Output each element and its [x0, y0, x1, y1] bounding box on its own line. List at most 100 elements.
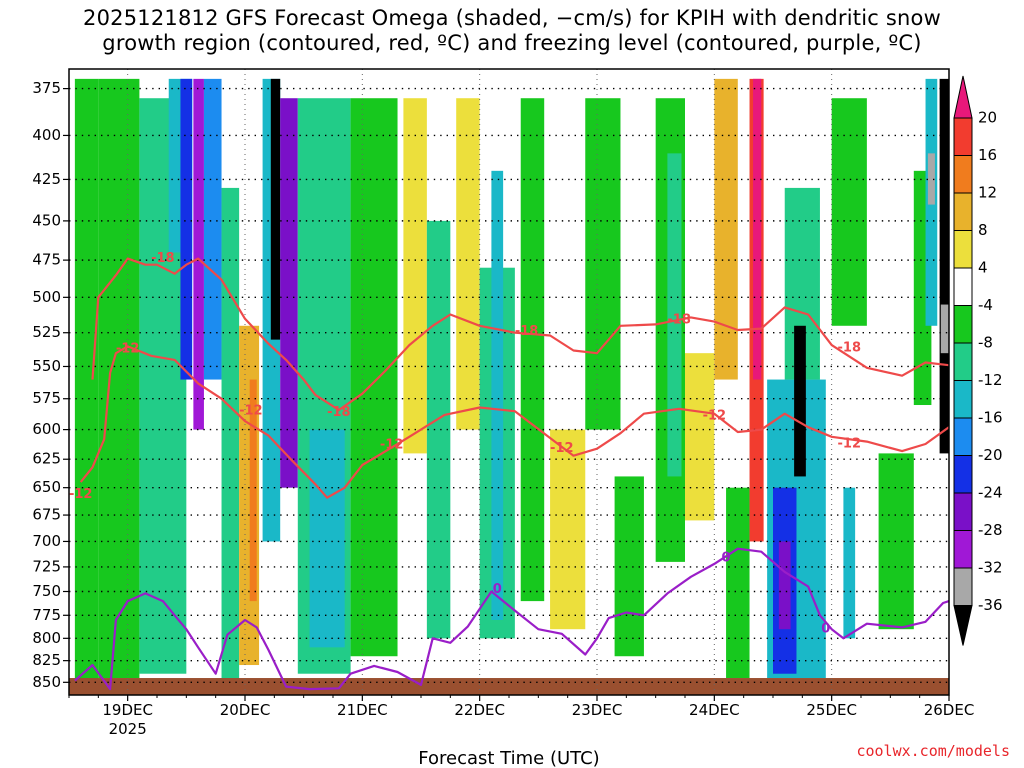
y-tick-label: 650 — [32, 478, 61, 496]
terrain-surface — [69, 678, 949, 695]
colorbar-tick-label: -24 — [978, 484, 1003, 502]
y-tick-label: 725 — [32, 557, 61, 575]
y-tick-label: 775 — [32, 606, 61, 624]
contour-label: -18 — [667, 313, 691, 328]
colorbar-swatch — [953, 192, 973, 231]
colorbar-tick-label: -4 — [978, 296, 993, 314]
colorbar-upper-arrow — [953, 75, 973, 119]
colorbar-tick-label: 4 — [978, 259, 988, 277]
colorbar-swatch — [953, 342, 973, 381]
colorbar-swatch — [953, 117, 973, 156]
contour-minus12-line — [79, 345, 949, 499]
y-tick-label: 475 — [32, 251, 61, 269]
x-tick-label: 19DEC — [102, 701, 153, 719]
y-tick-label: 850 — [32, 673, 61, 691]
colorbar-tick-label: -32 — [978, 559, 1003, 577]
colorbar-swatch — [953, 230, 973, 269]
chart-title-line-1: 2025121812 GFS Forecast Omega (shaded, −… — [83, 6, 941, 30]
omega-cell — [309, 429, 345, 648]
y-tick-label: 375 — [32, 79, 61, 97]
colorbar-swatch — [953, 492, 973, 531]
contour-label: -12 — [69, 487, 93, 502]
source-credit: coolwx.com/models — [856, 742, 1010, 760]
contour-label: -12 — [838, 436, 862, 451]
contour-label: -18 — [151, 251, 175, 266]
freezing-level-line — [74, 547, 949, 691]
omega-cell — [831, 98, 867, 326]
omega-cell — [350, 98, 398, 657]
omega-cell — [203, 78, 222, 380]
contour-label: -12 — [116, 342, 140, 357]
y-tick-label: 675 — [32, 506, 61, 524]
x-tick-label: 25DEC — [806, 701, 857, 719]
omega-cell — [491, 170, 504, 620]
contour-label: 0 — [722, 550, 731, 565]
omega-cell — [520, 98, 545, 602]
y-tick-label: 500 — [32, 288, 61, 306]
contour-label: -18 — [515, 324, 539, 339]
omega-cell — [794, 325, 806, 477]
y-tick-label: 550 — [32, 357, 61, 375]
omega-cell — [270, 78, 281, 340]
colorbar-swatch — [953, 567, 973, 606]
omega-cell — [280, 98, 298, 488]
contour-label: 0 — [493, 582, 502, 597]
contour-label: -12 — [550, 441, 574, 456]
omega-cell — [193, 78, 204, 430]
colorbar-swatch — [953, 455, 973, 494]
omega-cell — [667, 153, 682, 477]
colorbar-tick-label: -28 — [978, 521, 1003, 539]
colorbar-tick-label: -8 — [978, 334, 993, 352]
y-tick-label: 625 — [32, 450, 61, 468]
x-axis-label: Forecast Time (UTC) — [418, 748, 599, 768]
omega-cell — [714, 78, 738, 380]
x-tick-label: 21DEC — [337, 701, 388, 719]
contour-minus18-line — [91, 257, 949, 412]
omega-cell — [403, 98, 427, 454]
omega-cell — [456, 98, 480, 430]
colorbar-swatch — [953, 267, 973, 306]
chart-title: 2025121812 GFS Forecast Omega (shaded, −… — [0, 6, 1024, 56]
y-tick-label: 575 — [32, 389, 61, 407]
omega-cell — [221, 187, 240, 683]
chart-title-line-2: growth region (contoured, red, ºC) and f… — [102, 31, 922, 55]
y-tick-label: 825 — [32, 651, 61, 669]
omega-cell — [927, 153, 935, 205]
contour-label: -12 — [239, 404, 263, 419]
x-tick-label: 23DEC — [572, 701, 623, 719]
omega-cell — [180, 78, 193, 380]
y-tick-label: 600 — [32, 420, 61, 438]
contour-label: -12 — [380, 438, 404, 453]
omega-cell — [778, 541, 791, 630]
omega-cell — [939, 78, 949, 454]
colorbar-swatch — [953, 530, 973, 569]
contour-label: -12 — [703, 409, 727, 424]
colorbar-swatch — [953, 155, 973, 194]
colorbar-tick-label: 20 — [978, 109, 997, 127]
omega-cell — [726, 487, 750, 679]
colorbar-swatch — [953, 380, 973, 419]
omega-cell — [843, 487, 856, 639]
colorbar-tick-label: -36 — [978, 596, 1003, 614]
omega-cell — [753, 78, 762, 380]
x-tick-label: 24DEC — [689, 701, 740, 719]
colorbar-tick-label: -12 — [978, 371, 1003, 389]
colorbar-tick-label: -16 — [978, 409, 1003, 427]
colorbar-tick-label: -20 — [978, 446, 1003, 464]
colorbar-swatch — [953, 305, 973, 344]
y-tick-label: 425 — [32, 170, 61, 188]
contour-label: -18 — [838, 340, 862, 355]
omega-cell — [685, 353, 715, 521]
omega-cell — [940, 304, 949, 354]
omega-cell — [74, 78, 99, 683]
y-tick-label: 450 — [32, 211, 61, 229]
colorbar-tick-label: 16 — [978, 146, 997, 164]
x-year-label: 2025 — [109, 720, 147, 738]
omega-cell — [585, 98, 621, 430]
contour-label: -18 — [327, 405, 351, 420]
x-tick-label: 20DEC — [220, 701, 271, 719]
contour-label: 0 — [821, 622, 830, 637]
x-tick-label: 26DEC — [924, 701, 975, 719]
colorbar-swatch — [953, 417, 973, 456]
